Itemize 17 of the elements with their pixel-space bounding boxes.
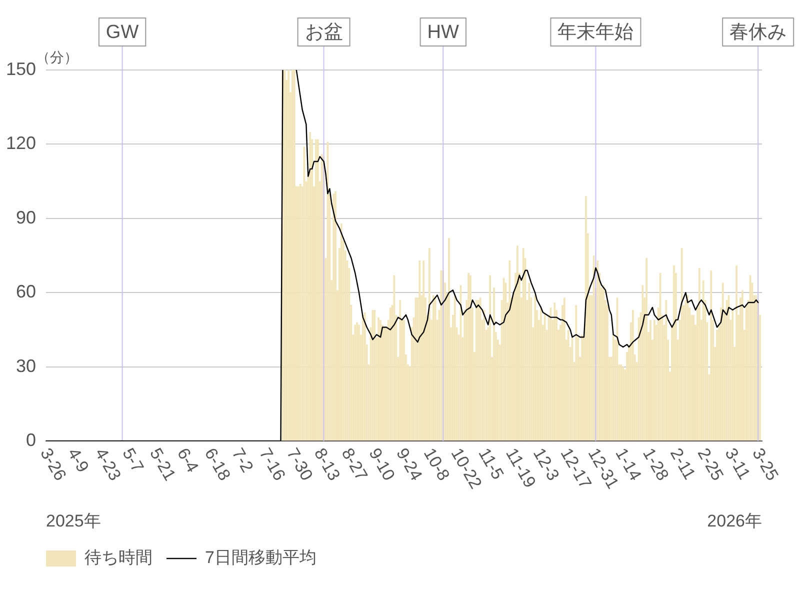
y-tick-label: 120 [6, 133, 36, 154]
y-axis-title: （分） [36, 48, 78, 65]
y-tick-label: 60 [16, 282, 36, 302]
legend-label: 待ち時間 [84, 548, 152, 568]
y-tick-label: 90 [16, 207, 36, 228]
y-tick-label: 150 [6, 58, 36, 79]
text: 2025年 [46, 512, 101, 531]
ref-line-label: HW [427, 22, 460, 44]
ref-line-label: 春休み [730, 22, 787, 44]
ref-line-label: 年末年始 [558, 22, 634, 44]
legend-label: 7日間移動平均 [205, 548, 316, 568]
ref-line-label: GW [106, 22, 139, 44]
x-tick-label: 6-4 [173, 444, 202, 476]
ref-line-label: お盆 [304, 22, 343, 44]
y-tick-label: 0 [26, 430, 36, 450]
y-tick-label: 30 [16, 356, 36, 376]
text: 2026年 [707, 512, 762, 531]
